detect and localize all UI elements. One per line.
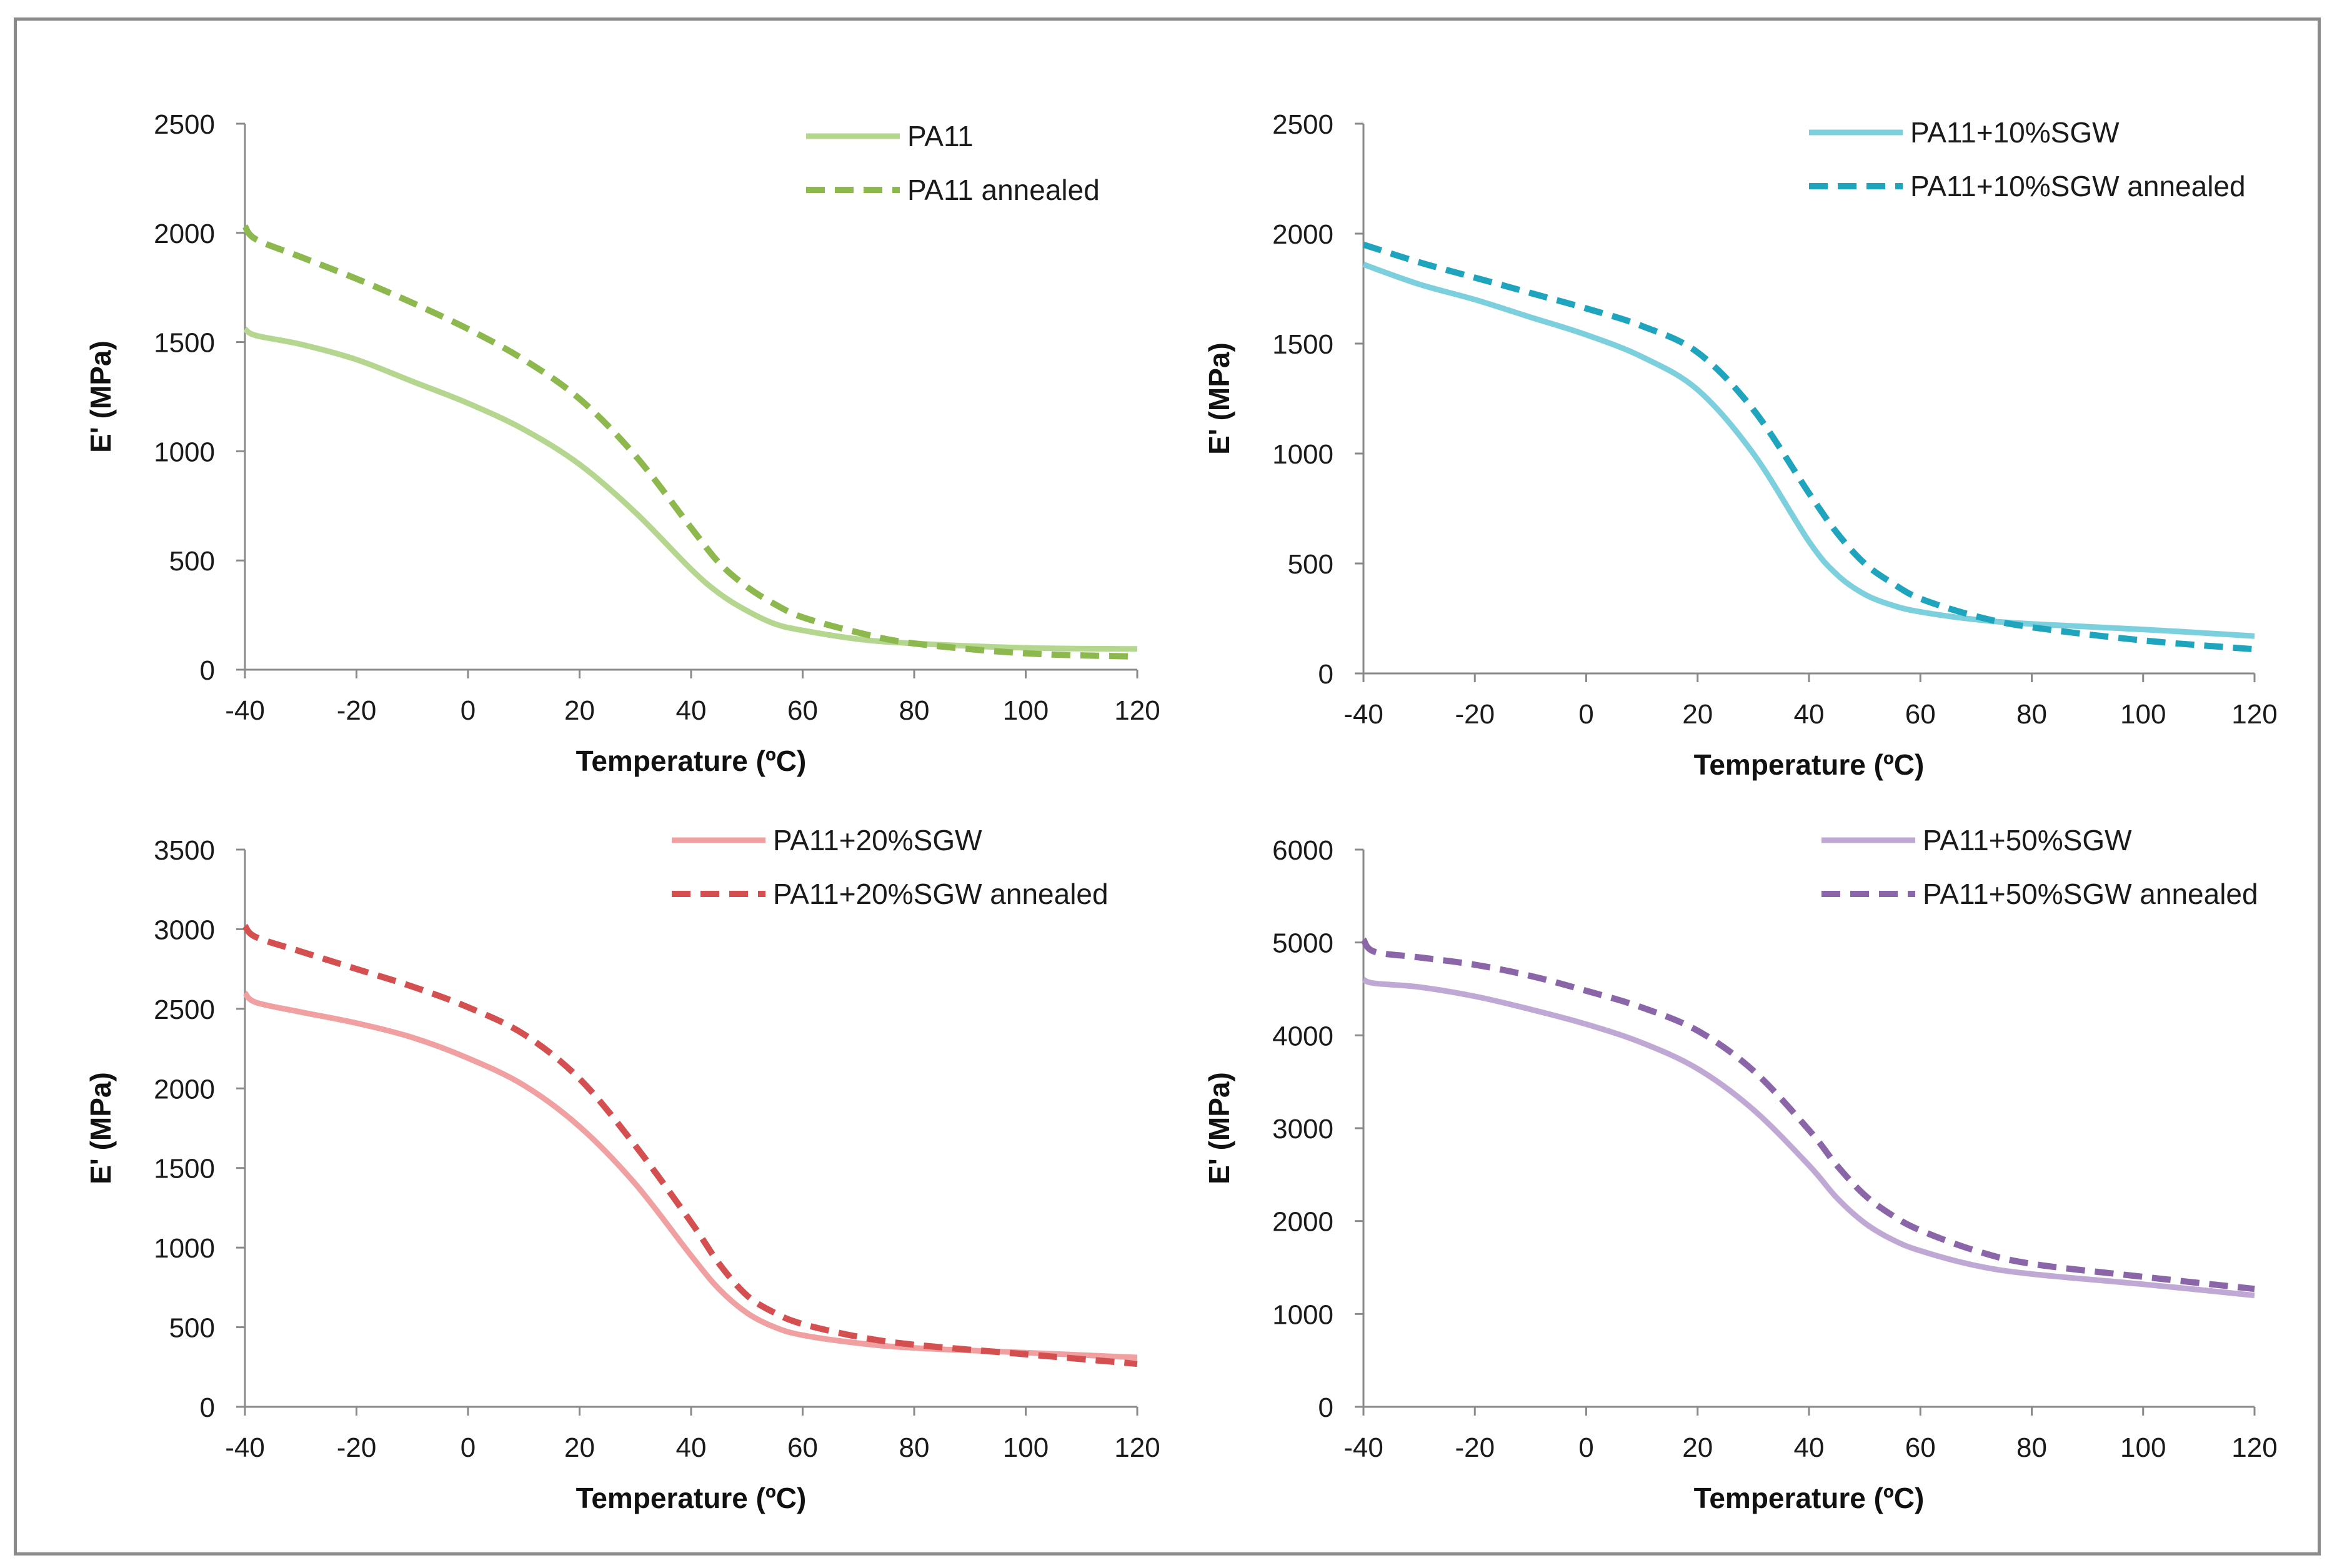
x-tick-label: -40 xyxy=(225,695,265,726)
x-tick-label: 20 xyxy=(564,695,595,726)
x-tick-label: 80 xyxy=(899,1432,930,1463)
x-tick-label: 0 xyxy=(1578,1432,1593,1463)
legend-label-2: PA11+20%SGW annealed xyxy=(773,878,1109,910)
x-axis-title: Temperature (ºC) xyxy=(576,1482,807,1514)
y-tick-label: 1500 xyxy=(154,1154,215,1184)
x-tick-label: 20 xyxy=(564,1432,595,1463)
x-tick-label: -20 xyxy=(1455,1432,1495,1463)
x-tick-label: 40 xyxy=(1794,1432,1825,1463)
y-tick-label: 1500 xyxy=(154,328,215,359)
x-tick-label: 40 xyxy=(1794,699,1825,730)
x-tick-label: 80 xyxy=(2016,699,2047,730)
x-tick-label: 100 xyxy=(1003,695,1049,726)
y-tick-label: 0 xyxy=(200,655,215,686)
x-tick-label: 20 xyxy=(1682,1432,1713,1463)
y-tick-label: 500 xyxy=(169,1313,215,1344)
series-line-2 xyxy=(242,224,1138,660)
legend-label-2: PA11 annealed xyxy=(907,174,1100,206)
chart-3: 0 500 1000 1500 2000 2500 3000 3500 -40 -20 0 20 40 6… xyxy=(84,824,1160,1514)
x-tick-label: -20 xyxy=(337,1432,377,1463)
x-tick-label: -20 xyxy=(1455,699,1495,730)
series-line-1 xyxy=(1362,976,2255,1299)
y-tick-label: 1000 xyxy=(1272,1299,1333,1330)
x-axis-title: Temperature (ºC) xyxy=(576,745,807,777)
y-axis-title: E' (MPa) xyxy=(1203,342,1235,455)
y-tick-label: 1000 xyxy=(154,1233,215,1264)
x-tick-label: 100 xyxy=(1003,1432,1049,1463)
x-tick-label: 20 xyxy=(1682,699,1713,730)
legend-label-1: PA11+50%SGW xyxy=(1923,824,2132,856)
series-line-2 xyxy=(1360,937,2255,1293)
y-tick-label: 0 xyxy=(1318,659,1333,690)
x-tick-label: 120 xyxy=(1114,1432,1160,1463)
x-tick-label: 60 xyxy=(1905,699,1936,730)
legend-label-1: PA11 xyxy=(907,120,974,152)
x-axis-title: Temperature (ºC) xyxy=(1694,1482,1925,1514)
y-tick-label: 2000 xyxy=(1272,219,1333,250)
x-tick-label: 40 xyxy=(676,1432,707,1463)
x-tick-label: -20 xyxy=(337,695,377,726)
y-tick-label: 4000 xyxy=(1272,1021,1333,1051)
x-tick-label: -40 xyxy=(1343,1432,1383,1463)
y-tick-label: 1500 xyxy=(1272,329,1333,360)
y-tick-label: 5000 xyxy=(1272,928,1333,959)
legend-label-1: PA11+10%SGW xyxy=(1910,116,2120,149)
figure-frame xyxy=(14,17,2321,1556)
x-tick-label: 40 xyxy=(676,695,707,726)
x-tick-label: 120 xyxy=(2231,699,2277,730)
x-tick-label: 120 xyxy=(2231,1432,2277,1463)
x-tick-label: 100 xyxy=(2120,1432,2166,1463)
series-line-2 xyxy=(1362,241,2255,653)
y-axis-title: E' (MPa) xyxy=(84,340,117,453)
series-line-1 xyxy=(243,326,1138,652)
x-tick-label: 0 xyxy=(1578,699,1593,730)
x-tick-label: 60 xyxy=(787,695,818,726)
y-tick-label: 500 xyxy=(169,546,215,577)
y-tick-label: 2500 xyxy=(154,995,215,1025)
y-tick-label: 3000 xyxy=(1272,1114,1333,1144)
x-tick-label: 100 xyxy=(2120,699,2166,730)
y-tick-label: 3500 xyxy=(154,835,215,866)
y-tick-label: 3000 xyxy=(154,915,215,945)
x-tick-label: -40 xyxy=(225,1432,265,1463)
x-tick-label: 80 xyxy=(899,695,930,726)
legend-label-2: PA11+50%SGW annealed xyxy=(1923,878,2258,910)
x-tick-label: 60 xyxy=(787,1432,818,1463)
x-tick-label: 0 xyxy=(461,1432,476,1463)
y-tick-label: 2000 xyxy=(154,219,215,249)
chart-4: 0 1000 2000 3000 4000 5000 6000 -40 -20 0 20 40 60 80… xyxy=(1203,824,2278,1514)
chart-1: 0 500 1000 1500 2000 2500 -40 -20 0 20 40 60 80 100 12… xyxy=(84,109,1160,777)
y-tick-label: 500 xyxy=(1288,549,1333,580)
y-tick-label: 6000 xyxy=(1272,835,1333,866)
series-line-1 xyxy=(1362,262,2255,639)
x-axis-title: Temperature (ºC) xyxy=(1694,748,1925,781)
y-tick-label: 2000 xyxy=(1272,1207,1333,1238)
x-tick-label: 120 xyxy=(1114,695,1160,726)
y-tick-label: 0 xyxy=(1318,1392,1333,1423)
y-tick-label: 1000 xyxy=(154,437,215,467)
legend-label-1: PA11+20%SGW xyxy=(773,824,982,856)
x-tick-label: -40 xyxy=(1343,699,1383,730)
y-axis-title: E' (MPa) xyxy=(84,1072,117,1184)
y-tick-label: 2000 xyxy=(154,1074,215,1104)
series-line-2 xyxy=(242,923,1138,1367)
x-tick-label: 0 xyxy=(461,695,476,726)
y-axis-title: E' (MPa) xyxy=(1203,1072,1235,1184)
y-tick-label: 0 xyxy=(200,1392,215,1423)
y-tick-label: 2500 xyxy=(154,109,215,140)
chart-2: 0 500 1000 1500 2000 2500 -40 -20 0 20 40 60 80 100 12… xyxy=(1203,109,2278,781)
y-tick-label: 1000 xyxy=(1272,439,1333,470)
x-tick-label: 80 xyxy=(2016,1432,2047,1463)
legend-label-2: PA11+10%SGW annealed xyxy=(1910,170,2246,202)
y-tick-label: 2500 xyxy=(1272,109,1333,140)
x-tick-label: 60 xyxy=(1905,1432,1936,1463)
series-line-1 xyxy=(242,990,1138,1361)
